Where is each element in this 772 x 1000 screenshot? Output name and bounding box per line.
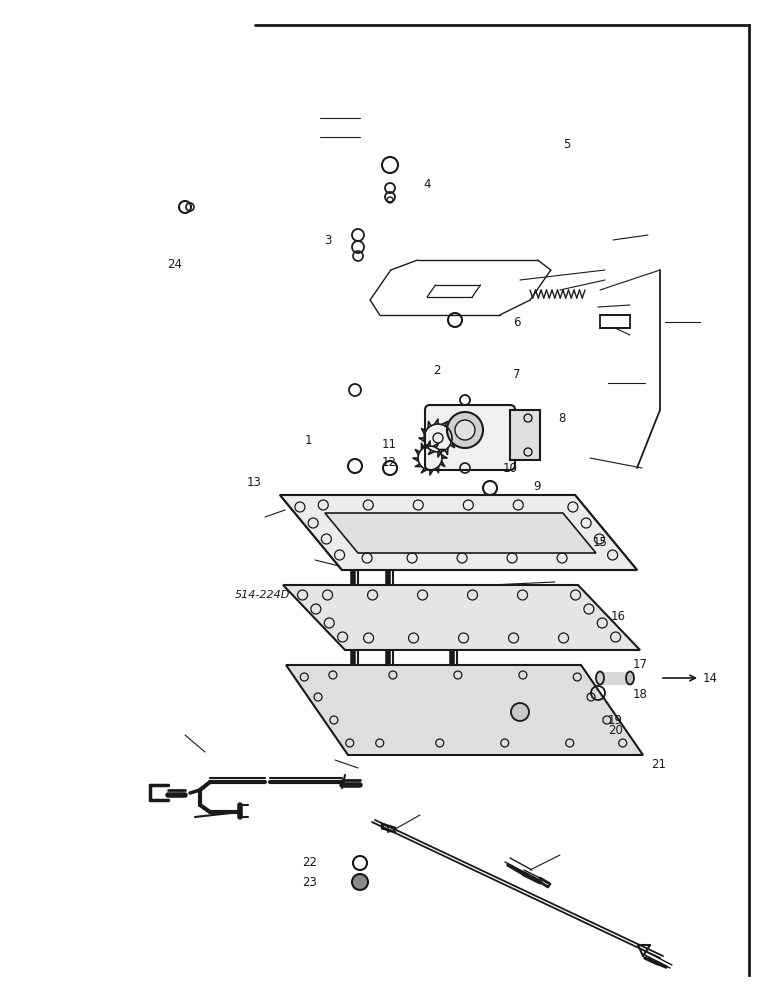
Polygon shape	[280, 495, 637, 570]
Ellipse shape	[626, 672, 634, 684]
Text: 19: 19	[608, 714, 623, 726]
Circle shape	[511, 703, 529, 721]
Text: 3: 3	[324, 233, 332, 246]
Bar	[600, 672, 630, 685]
Text: 18: 18	[633, 688, 648, 702]
Text: 14: 14	[703, 672, 718, 684]
Text: 6: 6	[513, 316, 520, 328]
Circle shape	[447, 412, 483, 448]
Text: 17: 17	[633, 658, 648, 672]
Polygon shape	[280, 495, 637, 570]
Text: 21: 21	[651, 758, 666, 772]
Polygon shape	[286, 665, 643, 755]
Text: 13: 13	[247, 477, 262, 489]
Text: 1: 1	[304, 434, 312, 446]
Text: 514-224D: 514-224D	[235, 590, 290, 600]
Text: 11: 11	[382, 438, 397, 452]
Text: 2: 2	[433, 363, 441, 376]
Text: 12: 12	[382, 456, 397, 468]
Text: 10: 10	[503, 462, 518, 475]
Text: 4: 4	[423, 178, 431, 192]
Text: 15: 15	[593, 536, 608, 548]
Text: 20: 20	[608, 724, 623, 736]
Circle shape	[455, 420, 475, 440]
Text: 9: 9	[533, 481, 540, 493]
Circle shape	[352, 874, 368, 890]
Text: 22: 22	[302, 856, 317, 869]
FancyBboxPatch shape	[425, 405, 515, 470]
Text: 8: 8	[558, 412, 565, 424]
Polygon shape	[325, 513, 596, 553]
Polygon shape	[283, 585, 640, 650]
Text: 24: 24	[167, 258, 182, 271]
Polygon shape	[510, 410, 540, 460]
Text: 23: 23	[302, 876, 317, 888]
Text: 5: 5	[563, 138, 571, 151]
Ellipse shape	[596, 672, 604, 684]
Text: 7: 7	[513, 368, 520, 381]
Text: 16: 16	[611, 610, 626, 624]
